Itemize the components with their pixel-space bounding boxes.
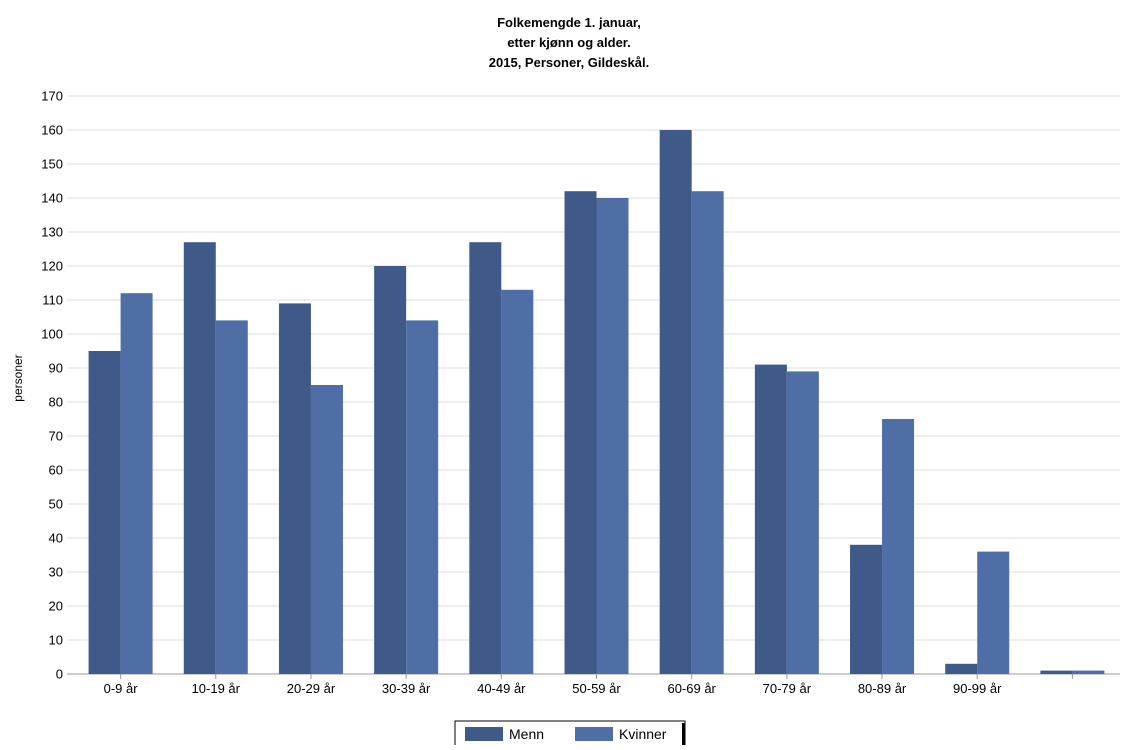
bar-kvinner-9 xyxy=(882,419,915,674)
bar-menn-1 xyxy=(88,351,121,674)
bars xyxy=(88,130,1105,674)
x-tick-label: 80-89 år xyxy=(858,681,907,696)
bar-kvinner-1 xyxy=(120,293,153,674)
x-tick-label: 40-49 år xyxy=(477,681,526,696)
bar-menn-3 xyxy=(278,303,311,674)
bar-menn-8 xyxy=(754,364,787,674)
bar-menn-5 xyxy=(469,242,502,674)
x-tick-label: 90-99 år xyxy=(953,681,1002,696)
y-tick-label: 150 xyxy=(41,157,63,172)
chart-title-line-1: Folkemengde 1. januar, xyxy=(497,15,641,30)
legend-label-kvinner: Kvinner xyxy=(619,726,667,742)
y-tick-label: 70 xyxy=(49,429,63,444)
bar-menn-7 xyxy=(659,130,692,674)
legend-shadow xyxy=(682,723,685,749)
bar-menn-9 xyxy=(850,544,883,674)
y-axis-ticks: 0 10 20 30 40 50 60 70 80 90 100 110 120 130 140 150 160… xyxy=(41,89,63,682)
x-tick-label: 30-39 år xyxy=(382,681,431,696)
bar-kvinner-6 xyxy=(596,198,629,674)
bar-kvinner-11 xyxy=(1072,670,1105,674)
y-tick-label: 60 xyxy=(49,463,63,478)
y-axis-label: personer xyxy=(11,354,25,401)
x-axis-ticks: 0-9 år 10-19 år 20-29 år 30-39 år 40-49 år 50… xyxy=(104,674,1073,696)
bar-kvinner-2 xyxy=(215,320,248,674)
y-tick-label: 100 xyxy=(41,327,63,342)
bar-menn-10 xyxy=(945,663,978,674)
y-tick-label: 110 xyxy=(42,293,63,308)
y-tick-label: 30 xyxy=(49,565,63,580)
bar-kvinner-4 xyxy=(406,320,439,674)
bar-kvinner-5 xyxy=(501,289,534,674)
legend-label-menn: Menn xyxy=(509,726,544,742)
y-tick-label: 0 xyxy=(56,667,63,682)
bar-menn-4 xyxy=(374,266,407,674)
bar-kvinner-3 xyxy=(310,385,343,674)
y-tick-label: 10 xyxy=(49,633,63,648)
y-tick-label: 130 xyxy=(41,225,63,240)
bar-kvinner-7 xyxy=(691,191,724,674)
bar-kvinner-8 xyxy=(786,371,819,674)
x-tick-label: 10-19 år xyxy=(192,681,241,696)
x-tick-label: 50-59 år xyxy=(572,681,621,696)
y-tick-label: 170 xyxy=(41,89,63,104)
x-tick-label: 70-79 år xyxy=(763,681,812,696)
y-tick-label: 90 xyxy=(49,361,63,376)
y-tick-label: 50 xyxy=(49,497,63,512)
legend-swatch-kvinner xyxy=(575,727,613,741)
chart-title: Folkemengde 1. januar, etter kjønn og al… xyxy=(489,15,649,70)
y-tick-label: 120 xyxy=(41,259,63,274)
bar-menn-2 xyxy=(183,242,216,674)
x-tick-label: 20-29 år xyxy=(287,681,336,696)
y-tick-label: 80 xyxy=(49,395,63,410)
x-tick-label: 0-9 år xyxy=(104,681,139,696)
bar-kvinner-10 xyxy=(977,551,1010,674)
y-tick-label: 40 xyxy=(49,531,63,546)
bar-menn-11 xyxy=(1040,670,1073,674)
chart-title-line-2: etter kjønn og alder. xyxy=(507,35,631,50)
bar-menn-6 xyxy=(564,191,597,674)
y-tick-label: 20 xyxy=(49,599,63,614)
y-tick-label: 160 xyxy=(41,123,63,138)
legend-swatch-menn xyxy=(465,727,503,741)
y-tick-label: 140 xyxy=(41,191,63,206)
legend: Menn Kvinner xyxy=(454,720,686,749)
chart-title-line-3: 2015, Personer, Gildeskål. xyxy=(489,55,649,70)
x-tick-label: 60-69 år xyxy=(667,681,716,696)
